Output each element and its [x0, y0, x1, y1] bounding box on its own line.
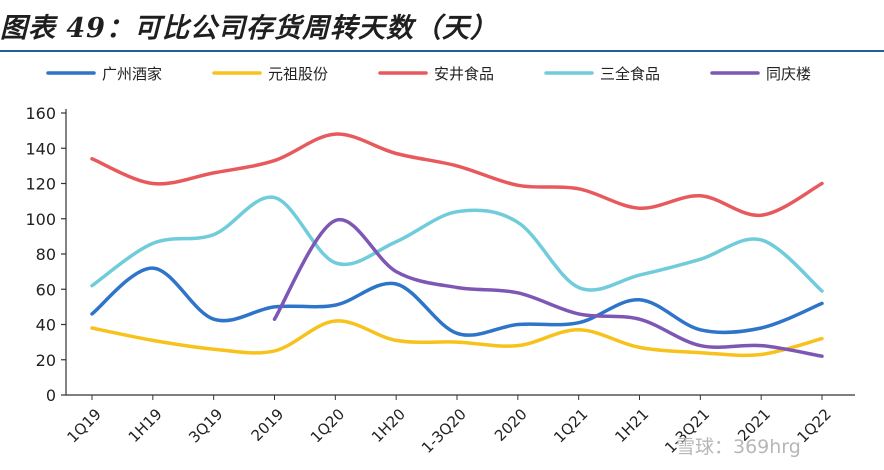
x-tick-label: 2020 — [491, 405, 531, 445]
x-tick-label: 1Q19 — [64, 405, 105, 446]
title-underline — [0, 50, 884, 52]
y-tick-label: 120 — [25, 175, 56, 194]
x-tick-label: 1-3Q20 — [418, 405, 470, 457]
legend-label: 三全食品 — [600, 65, 660, 83]
x-tick-label: 1H21 — [611, 405, 652, 446]
series-line-三全食品 — [90, 195, 824, 293]
y-tick-label: 60 — [36, 280, 56, 299]
legend-label: 安井食品 — [434, 65, 494, 83]
y-tick-label: 140 — [25, 139, 56, 158]
series-line-元祖股份 — [90, 319, 824, 358]
x-tick-label: 1H20 — [368, 405, 409, 446]
watermark: 雪球：369hrg — [676, 436, 801, 458]
y-tick-label: 40 — [36, 316, 56, 335]
series-line-同庆楼 — [272, 217, 824, 358]
series-line-广州酒家 — [90, 266, 824, 337]
y-tick-label: 20 — [36, 351, 56, 370]
legend-label: 元祖股份 — [268, 65, 328, 83]
x-tick-label: 1Q21 — [550, 405, 591, 446]
legend-label: 同庆楼 — [766, 65, 811, 83]
legend-label: 广州酒家 — [102, 65, 162, 83]
series-line-安井食品 — [90, 132, 824, 217]
x-tick-label: 1H19 — [125, 405, 166, 446]
axes: 0 20 40 60 80 100 120 140 160 1Q19 1H19 3Q19 2019 1Q2… — [25, 104, 855, 457]
y-tick-label: 100 — [25, 210, 56, 229]
series-lines — [90, 132, 824, 358]
x-tick-label: 1Q20 — [307, 405, 348, 446]
x-tick-label: 3Q19 — [185, 405, 226, 446]
chart-title: 图表 49：可比公司存货周转天数（天） — [0, 13, 498, 44]
y-tick-label: 160 — [25, 104, 56, 123]
y-tick-label: 80 — [36, 245, 56, 264]
x-tick-label: 2019 — [248, 405, 288, 445]
legend: 广州酒家 元祖股份 安井食品 三全食品 同庆楼 — [46, 65, 811, 83]
y-tick-label: 0 — [46, 386, 56, 405]
